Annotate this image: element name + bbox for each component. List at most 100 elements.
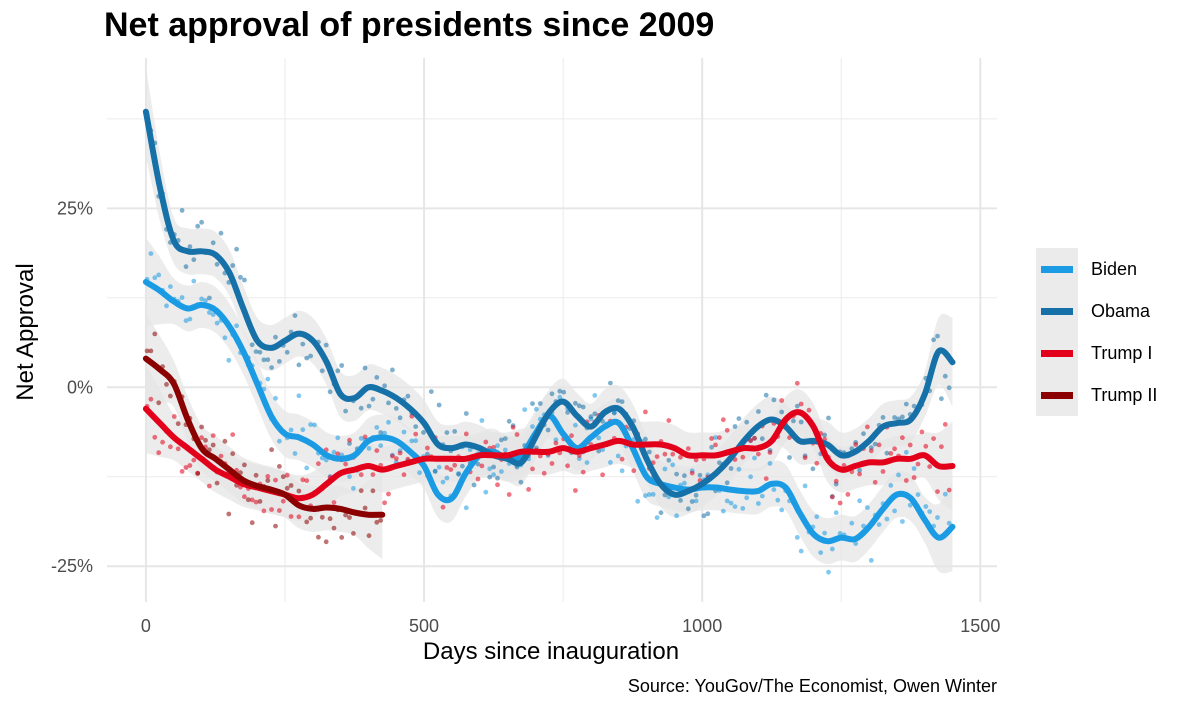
poll-point-biden xyxy=(436,464,442,470)
poll-point-biden xyxy=(179,295,185,300)
legend-swatch-trump-ii xyxy=(1041,392,1073,399)
poll-point-trump-ii xyxy=(210,442,216,448)
poll-point-trump-i xyxy=(876,442,882,448)
poll-point-biden xyxy=(366,446,372,451)
poll-point-trump-i xyxy=(374,448,380,453)
poll-point-biden xyxy=(401,429,407,435)
poll-point-biden xyxy=(296,393,302,399)
poll-point-trump-i xyxy=(152,434,158,440)
poll-point-biden xyxy=(600,447,605,453)
poll-point-obama xyxy=(857,467,862,473)
poll-point-obama xyxy=(366,403,372,409)
poll-point-obama xyxy=(946,385,952,391)
poll-point-obama xyxy=(822,432,827,438)
poll-point-trump-i xyxy=(853,442,859,447)
poll-point-obama xyxy=(413,424,419,429)
poll-point-biden xyxy=(818,550,824,555)
x-tick-label: 500 xyxy=(409,616,439,636)
poll-point-trump-ii xyxy=(273,523,278,529)
poll-point-biden xyxy=(413,438,419,444)
poll-point-biden xyxy=(312,422,317,428)
poll-point-trump-ii xyxy=(195,471,201,476)
poll-point-obama xyxy=(787,455,792,460)
poll-point-trump-i xyxy=(160,439,166,445)
poll-point-obama xyxy=(362,365,368,371)
poll-point-biden xyxy=(748,474,753,480)
poll-point-trump-i xyxy=(171,414,177,419)
poll-point-trump-i xyxy=(720,417,726,423)
poll-point-obama xyxy=(296,362,302,368)
poll-point-biden xyxy=(152,275,158,281)
poll-point-trump-ii xyxy=(277,464,282,469)
poll-point-biden xyxy=(826,569,831,575)
poll-point-biden xyxy=(265,376,271,382)
poll-point-biden xyxy=(557,394,563,400)
poll-point-biden xyxy=(744,495,750,501)
poll-point-trump-i xyxy=(553,440,559,446)
poll-point-trump-i xyxy=(911,475,917,480)
poll-point-biden xyxy=(646,492,652,497)
poll-point-trump-i xyxy=(463,431,469,437)
poll-point-obama xyxy=(183,264,189,270)
poll-point-biden xyxy=(483,489,489,495)
poll-point-trump-ii xyxy=(265,478,271,483)
poll-point-obama xyxy=(428,389,434,394)
poll-point-biden xyxy=(495,443,500,448)
poll-point-trump-i xyxy=(397,450,403,456)
poll-point-trump-i xyxy=(210,433,216,438)
poll-point-obama xyxy=(210,240,216,246)
poll-point-trump-i xyxy=(390,453,395,459)
poll-point-trump-i xyxy=(386,491,391,497)
poll-point-trump-i xyxy=(837,500,843,506)
poll-point-obama xyxy=(682,473,687,479)
poll-point-obama xyxy=(646,449,652,455)
y-tick-label: -25% xyxy=(51,556,93,576)
poll-point-biden xyxy=(923,504,929,509)
poll-point-obama xyxy=(234,246,240,252)
poll-point-biden xyxy=(463,505,469,511)
poll-point-obama xyxy=(911,403,917,409)
poll-point-obama xyxy=(588,414,594,420)
poll-point-biden xyxy=(378,443,384,448)
poll-point-obama xyxy=(565,410,570,415)
poll-point-obama xyxy=(771,397,777,403)
poll-point-trump-i xyxy=(903,478,909,483)
poll-point-biden xyxy=(833,510,839,516)
poll-point-trump-ii xyxy=(245,497,251,503)
poll-point-biden xyxy=(759,493,765,499)
poll-point-obama xyxy=(273,334,278,340)
poll-point-obama xyxy=(238,274,243,280)
poll-point-biden xyxy=(273,395,278,401)
poll-point-trump-ii xyxy=(175,421,181,427)
poll-point-trump-i xyxy=(923,443,929,449)
poll-point-biden xyxy=(199,296,205,302)
poll-point-trump-i xyxy=(370,472,376,477)
poll-point-biden xyxy=(720,508,726,514)
poll-point-obama xyxy=(257,349,263,355)
poll-point-obama xyxy=(798,419,804,425)
poll-point-obama xyxy=(732,424,738,429)
poll-point-trump-i xyxy=(401,472,407,478)
poll-point-trump-ii xyxy=(378,518,384,523)
poll-point-biden xyxy=(226,357,232,363)
poll-point-obama xyxy=(269,365,274,370)
poll-point-obama xyxy=(592,411,598,417)
poll-point-trump-i xyxy=(191,457,197,463)
poll-point-obama xyxy=(693,492,699,498)
poll-point-obama xyxy=(615,398,621,403)
poll-point-biden xyxy=(592,393,598,398)
poll-point-trump-i xyxy=(740,454,746,460)
poll-point-biden xyxy=(386,419,391,425)
poll-point-obama xyxy=(304,355,310,361)
axis-ticks: 0 500 1000 1500 -25% 0% 25% xyxy=(51,198,1000,636)
poll-point-trump-ii xyxy=(288,483,294,488)
poll-point-trump-i xyxy=(331,500,337,505)
poll-point-trump-i xyxy=(479,463,485,469)
poll-point-obama xyxy=(573,400,578,406)
poll-point-trump-i xyxy=(756,451,761,457)
poll-point-trump-i xyxy=(868,448,874,454)
poll-point-biden xyxy=(794,535,800,540)
poll-point-biden xyxy=(191,278,197,284)
poll-point-biden xyxy=(732,504,738,509)
